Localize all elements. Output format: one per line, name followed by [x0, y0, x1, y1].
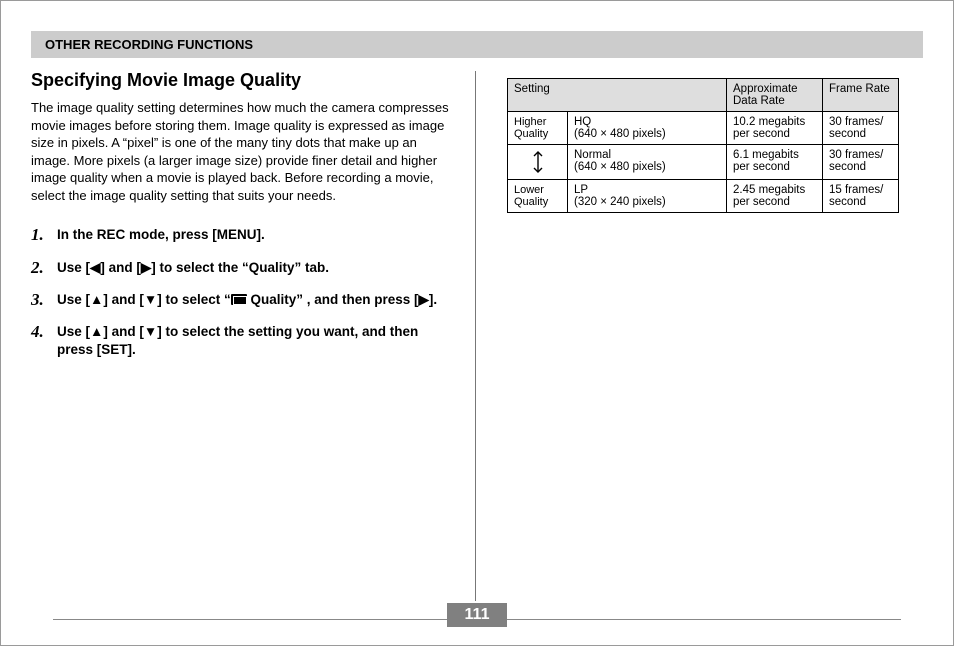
- setting-res: (320 × 240 pixels): [574, 196, 666, 208]
- section-header: OTHER RECORDING FUNCTIONS: [31, 31, 923, 58]
- setting-name: Normal: [574, 149, 611, 161]
- step-4: Use [▲] and [▼] to select the setting yo…: [31, 323, 449, 359]
- cell-rate: 6.1 megabits per second: [727, 145, 823, 180]
- th-data-rate: Approximate Data Rate: [727, 79, 823, 112]
- right-column: Setting Approximate Data Rate Frame Rate…: [507, 70, 923, 582]
- intro-paragraph: The image quality setting determines how…: [31, 99, 449, 204]
- th-setting: Setting: [508, 79, 727, 112]
- up-down-arrow-icon: [532, 149, 544, 175]
- cell-setting: LP(320 × 240 pixels): [568, 180, 727, 213]
- manual-page: OTHER RECORDING FUNCTIONS Specifying Mov…: [0, 0, 954, 646]
- setting-name: HQ: [574, 116, 591, 128]
- cell-setting: Normal(640 × 480 pixels): [568, 145, 727, 180]
- th-frame-rate: Frame Rate: [823, 79, 899, 112]
- setting-name: LP: [574, 184, 588, 196]
- label-lower-quality: Lower Quality: [508, 180, 568, 213]
- cell-fps: 15 frames/ second: [823, 180, 899, 213]
- step-3-text-b: Quality” , and then press [▶].: [247, 292, 437, 307]
- setting-res: (640 × 480 pixels): [574, 161, 666, 173]
- table-row: Normal(640 × 480 pixels) 6.1 megabits pe…: [508, 145, 899, 180]
- page-number: 111: [447, 603, 508, 627]
- table-header-row: Setting Approximate Data Rate Frame Rate: [508, 79, 899, 112]
- steps-list: In the REC mode, press [MENU]. Use [◀] a…: [31, 226, 449, 359]
- movie-icon: [231, 294, 247, 305]
- quality-arrow-cell: [508, 145, 568, 180]
- left-column: Specifying Movie Image Quality The image…: [31, 70, 449, 582]
- step-2: Use [◀] and [▶] to select the “Quality” …: [31, 259, 449, 277]
- step-1: In the REC mode, press [MENU].: [31, 226, 449, 244]
- page-footer: 111: [1, 603, 953, 627]
- table-row: Higher Quality HQ(640 × 480 pixels) 10.2…: [508, 112, 899, 145]
- cell-fps: 30 frames/ second: [823, 145, 899, 180]
- cell-fps: 30 frames/ second: [823, 112, 899, 145]
- cell-rate: 10.2 megabits per second: [727, 112, 823, 145]
- page-title: Specifying Movie Image Quality: [31, 70, 449, 91]
- cell-rate: 2.45 megabits per second: [727, 180, 823, 213]
- setting-res: (640 × 480 pixels): [574, 128, 666, 140]
- step-3: Use [▲] and [▼] to select “ Quality” , a…: [31, 291, 449, 309]
- content-columns: Specifying Movie Image Quality The image…: [31, 70, 923, 582]
- table-row: Lower Quality LP(320 × 240 pixels) 2.45 …: [508, 180, 899, 213]
- column-divider: [475, 71, 476, 601]
- step-3-text-a: Use [▲] and [▼] to select “: [57, 292, 231, 307]
- cell-setting: HQ(640 × 480 pixels): [568, 112, 727, 145]
- quality-table: Setting Approximate Data Rate Frame Rate…: [507, 78, 899, 213]
- label-higher-quality: Higher Quality: [508, 112, 568, 145]
